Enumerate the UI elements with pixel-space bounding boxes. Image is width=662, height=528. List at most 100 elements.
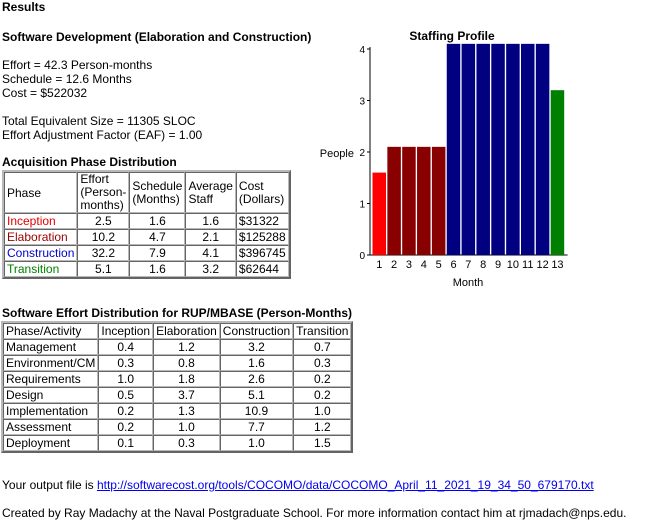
x-tick-label: 12 <box>536 259 548 271</box>
schedule-text: Schedule = 12.6 Months <box>2 72 132 86</box>
cell-schedule: 1.6 <box>129 261 186 277</box>
table-cell: 1.0 <box>153 419 220 435</box>
table-cell: 0.5 <box>98 387 154 403</box>
cell-schedule: 7.9 <box>129 245 186 261</box>
output-file-link[interactable]: http://softwarecost.org/tools/COCOMO/dat… <box>96 478 594 492</box>
table-cell: 0.2 <box>98 419 154 435</box>
bar-month-1 <box>372 172 386 255</box>
table-cell: 0.1 <box>98 435 154 451</box>
cell-schedule: 4.7 <box>129 229 186 245</box>
section-title: Software Development (Elaboration and Co… <box>2 30 312 44</box>
x-tick-label: 10 <box>507 259 519 271</box>
x-tick-label: 11 <box>522 259 533 271</box>
y-tick-label: 3 <box>359 97 365 108</box>
phase-transition: Transition <box>4 261 78 277</box>
table-row: Implementation 0.2 1.3 10.9 1.0 <box>3 403 352 419</box>
bar-month-3 <box>402 146 416 255</box>
size-text: Total Equivalent Size = 11305 SLOC <box>2 114 196 128</box>
bar-month-4 <box>417 146 431 255</box>
x-tick-label: 6 <box>450 259 456 271</box>
table-cell: 0.3 <box>293 355 352 371</box>
table-cell: 7.7 <box>219 419 294 435</box>
y-tick-label: 4 <box>359 45 365 56</box>
table-cell: 3.7 <box>153 387 220 403</box>
header-transition: Transition <box>293 323 352 339</box>
table-row: Deployment 0.1 0.3 1.0 1.5 <box>3 435 352 451</box>
rup-table: Phase/Activity Inception Elaboration Con… <box>1 321 354 453</box>
acquisition-title: Acquisition Phase Distribution <box>2 155 177 169</box>
activity-name: Management <box>3 339 99 355</box>
cell-cost: $396745 <box>235 245 289 261</box>
phase-inception: Inception <box>4 213 78 229</box>
activity-name: Deployment <box>3 435 99 451</box>
effort-text: Effort = 42.3 Person-months <box>2 58 153 72</box>
x-tick-label: 5 <box>436 259 442 271</box>
table-cell: 2.6 <box>219 371 294 387</box>
x-tick-label: 1 <box>376 259 382 271</box>
table-row: Elaboration 10.2 4.7 2.1 $125288 <box>4 229 289 245</box>
cost-text: Cost = $522032 <box>2 86 88 100</box>
cell-staff: 2.1 <box>185 229 236 245</box>
table-row: Construction 32.2 7.9 4.1 $396745 <box>4 245 289 261</box>
y-tick-label: 0 <box>359 251 365 262</box>
table-cell: 0.2 <box>293 387 352 403</box>
activity-name: Requirements <box>3 371 99 387</box>
header-elaboration: Elaboration <box>153 323 220 339</box>
bar-month-7 <box>461 43 476 255</box>
eaf-text: Effort Adjustment Factor (EAF) = 1.00 <box>2 128 203 142</box>
header-effort: Effort (Person-months) <box>77 172 130 213</box>
chart-title: Staffing Profile <box>409 29 495 43</box>
cell-staff: 4.1 <box>185 245 236 261</box>
rup-title: Software Effort Distribution for RUP/MBA… <box>2 306 352 320</box>
table-cell: 1.2 <box>153 339 220 355</box>
rup-header-row: Phase/Activity Inception Elaboration Con… <box>3 323 352 339</box>
x-tick-label: 8 <box>480 259 486 271</box>
x-tick-label: 9 <box>495 259 501 271</box>
header-cost: Cost (Dollars) <box>235 172 289 213</box>
table-cell: 1.0 <box>98 371 154 387</box>
bar-month-2 <box>387 146 401 255</box>
cell-schedule: 1.6 <box>129 213 186 229</box>
header-phase-activity: Phase/Activity <box>3 323 99 339</box>
table-cell: 3.2 <box>219 339 294 355</box>
output-line: Your output file is http://softwarecost.… <box>2 478 594 492</box>
table-cell: 1.0 <box>219 435 294 451</box>
table-cell: 1.2 <box>293 419 352 435</box>
table-cell: 1.6 <box>219 355 294 371</box>
y-axis-label: People <box>320 148 354 160</box>
bar-month-10 <box>506 43 520 255</box>
table-cell: 0.3 <box>153 435 220 451</box>
acquisition-table: Phase Effort (Person-months) Schedule (M… <box>2 170 291 279</box>
x-tick-label: 2 <box>391 259 397 271</box>
phase-construction: Construction <box>4 245 78 261</box>
activity-name: Implementation <box>3 403 99 419</box>
table-cell: 1.3 <box>153 403 220 419</box>
table-cell: 0.4 <box>98 339 154 355</box>
table-cell: 0.2 <box>293 371 352 387</box>
table-cell: 0.8 <box>153 355 220 371</box>
table-cell: 10.9 <box>219 403 294 419</box>
size-block: Total Equivalent Size = 11305 SLOC Effor… <box>2 114 202 142</box>
x-axis-label: Month <box>453 277 484 289</box>
x-tick-label: 7 <box>465 259 471 271</box>
results-heading: Results <box>2 0 46 14</box>
table-cell: 5.1 <box>219 387 294 403</box>
header-staff: Average Staff <box>185 172 236 213</box>
table-cell: 1.5 <box>293 435 352 451</box>
bar-month-11 <box>521 43 535 255</box>
table-cell: 1.8 <box>153 371 220 387</box>
cell-effort: 10.2 <box>77 229 130 245</box>
table-cell: 0.7 <box>293 339 352 355</box>
cell-staff: 1.6 <box>185 213 236 229</box>
cell-cost: $125288 <box>235 229 289 245</box>
bar-month-6 <box>446 43 461 255</box>
acquisition-header-row: Phase Effort (Person-months) Schedule (M… <box>4 172 289 213</box>
cell-effort: 5.1 <box>77 261 130 277</box>
phase-elaboration: Elaboration <box>4 229 78 245</box>
activity-name: Assessment <box>3 419 99 435</box>
cell-effort: 32.2 <box>77 245 130 261</box>
footer-text: Created by Ray Madachy at the Naval Post… <box>2 506 627 520</box>
bar-month-12 <box>535 43 550 255</box>
header-schedule: Schedule (Months) <box>129 172 186 213</box>
